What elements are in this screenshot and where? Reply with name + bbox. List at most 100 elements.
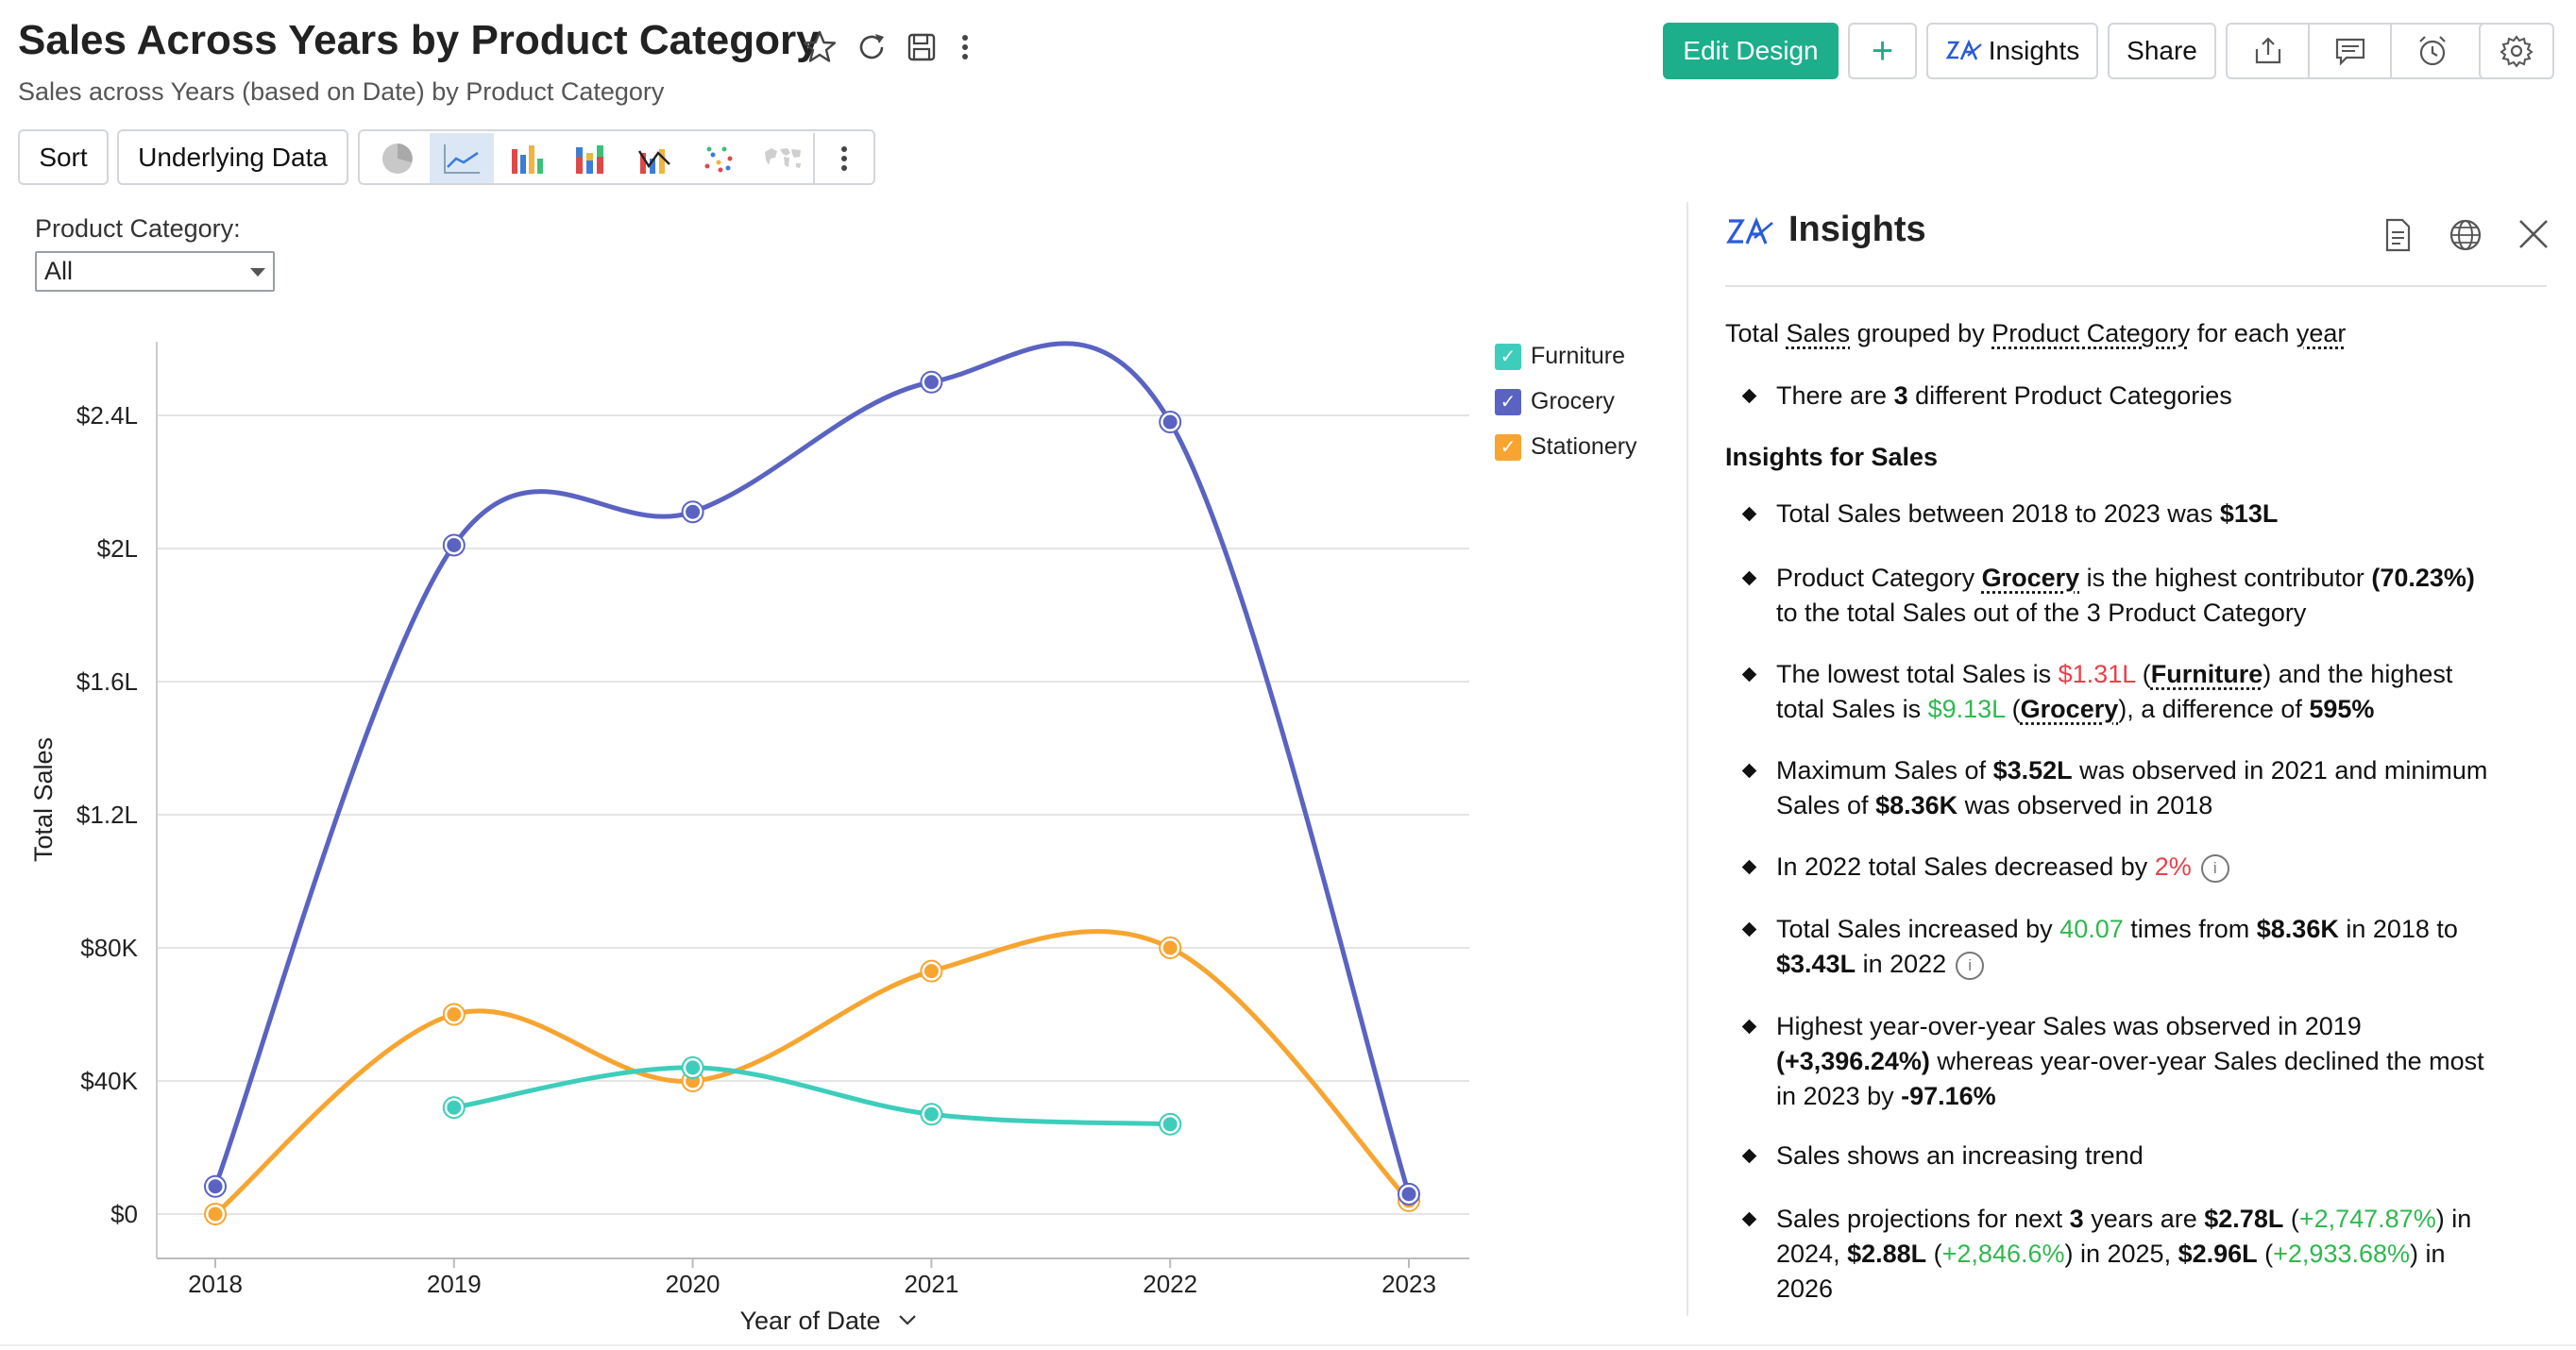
x-axis-chevron-down-icon[interactable] — [899, 1315, 916, 1325]
comment-button[interactable] — [2310, 25, 2392, 77]
checkbox-checked-icon: ✓ — [1495, 388, 1521, 415]
settings-button[interactable] — [2479, 23, 2554, 79]
scatter-chart-icon — [704, 146, 733, 172]
chart-type-line[interactable] — [430, 133, 494, 183]
insight-trend: Sales shows an increasing trend — [1776, 1141, 2144, 1170]
refresh-icon[interactable] — [853, 28, 890, 66]
y-tick-label: $1.6L — [76, 667, 138, 696]
data-point-ring — [442, 533, 466, 557]
data-point-grocery[interactable] — [1160, 412, 1180, 432]
x-tick-label: 2020 — [666, 1270, 720, 1298]
alarm-clock-icon — [2418, 36, 2446, 66]
info-icon[interactable]: i — [1956, 951, 1985, 980]
data-point-ring — [1159, 411, 1182, 434]
x-tick-label: 2019 — [427, 1270, 482, 1298]
product-category-select[interactable]: All — [35, 251, 275, 292]
more-vertical-icon — [841, 145, 847, 171]
edit-design-button[interactable]: Edit Design — [1663, 23, 1839, 79]
stacked-bar-chart-icon — [576, 144, 603, 174]
data-point-stationery[interactable] — [1160, 937, 1180, 958]
legend-item-grocery[interactable]: ✓ Grocery — [1495, 388, 1615, 415]
data-point-furniture[interactable] — [921, 1104, 941, 1124]
data-point-ring — [1159, 1112, 1182, 1136]
data-point-stationery[interactable] — [444, 1004, 465, 1024]
data-point-ring — [920, 370, 943, 394]
bullet-icon — [1741, 1211, 1757, 1227]
data-point-grocery[interactable] — [1398, 1184, 1419, 1205]
x-tick-label: 2023 — [1381, 1270, 1436, 1298]
share-button[interactable]: Share — [2108, 23, 2216, 79]
insights-logo-icon — [1726, 216, 1773, 245]
star-icon[interactable] — [801, 28, 839, 66]
series-line-grocery[interactable] — [212, 341, 1412, 1197]
chevron-down-icon — [250, 268, 265, 277]
bullet-icon — [1741, 1019, 1757, 1035]
data-point-furniture[interactable] — [1160, 1114, 1180, 1135]
bullet-icon — [1741, 667, 1757, 683]
insight-intro: Total Sales grouped by Product Category … — [1725, 319, 2347, 347]
y-axis-ticks: $0 $40K $80K $1.2L $1.6L $2L $2.4L — [76, 401, 139, 1228]
legend-item-stationery[interactable]: ✓ Stationery — [1495, 433, 1637, 461]
globe-icon[interactable] — [2448, 217, 2483, 253]
chart-type-pie[interactable] — [365, 133, 430, 183]
y-tick-label: $2.4L — [76, 401, 138, 430]
data-point-ring — [681, 1055, 704, 1079]
underlying-data-button[interactable]: Underlying Data — [117, 129, 348, 185]
y-tick-label: $2L — [97, 534, 138, 563]
data-point-stationery[interactable] — [205, 1204, 226, 1224]
chart-type-more[interactable] — [813, 133, 873, 183]
data-point-furniture[interactable] — [444, 1097, 465, 1118]
insights-section-heading: Insights for Sales — [1725, 443, 1939, 471]
document-icon[interactable] — [2381, 217, 2414, 253]
chart-type-stacked-bar[interactable] — [558, 133, 622, 183]
insights-header-divider — [1725, 285, 2547, 287]
data-point-ring — [204, 1203, 227, 1225]
panel-divider — [1686, 202, 1688, 1316]
y-tick-label: $80K — [80, 934, 138, 962]
checkbox-checked-icon: ✓ — [1495, 343, 1521, 370]
insight-max-min: Maximum Sales of $3.52L was observed in … — [1776, 756, 2488, 819]
legend-item-furniture[interactable]: ✓ Furniture — [1495, 343, 1625, 370]
pie-chart-icon — [382, 143, 413, 174]
data-point-ring — [442, 1096, 466, 1120]
page-bottom-border — [0, 1344, 2576, 1346]
data-point-ring — [920, 1103, 943, 1126]
chart-type-map[interactable] — [751, 133, 815, 183]
y-axis-label: Total Sales — [29, 737, 58, 862]
comment-icon — [2335, 38, 2364, 66]
x-axis-label: Year of Date — [739, 1307, 880, 1335]
data-point-ring — [920, 959, 943, 983]
x-tick-label: 2018 — [188, 1270, 243, 1298]
export-button[interactable] — [2228, 25, 2310, 77]
data-point-grocery[interactable] — [444, 534, 465, 555]
save-icon[interactable] — [903, 28, 941, 66]
x-tick-label: 2022 — [1143, 1270, 1197, 1298]
bullet-icon — [1741, 1148, 1757, 1164]
data-point-grocery[interactable] — [205, 1176, 226, 1197]
alarm-button[interactable] — [2392, 25, 2472, 77]
plus-icon: + — [1871, 29, 1894, 72]
data-point-stationery[interactable] — [921, 961, 941, 982]
chart-type-bar[interactable] — [494, 133, 558, 183]
bar-chart-icon — [512, 144, 543, 174]
more-options-icon[interactable] — [946, 28, 984, 66]
series-line-furniture[interactable] — [451, 1065, 1173, 1127]
insights-button[interactable]: Insights — [1926, 23, 2098, 79]
x-tick-label: 2021 — [904, 1270, 958, 1298]
chart-series — [204, 341, 1420, 1225]
data-point-grocery[interactable] — [683, 501, 703, 522]
y-tick-label: $0 — [110, 1200, 138, 1228]
x-axis-ticks: 2018 2019 2020 2021 2022 2023 — [188, 1258, 1436, 1298]
chart-type-combo[interactable] — [622, 133, 686, 183]
data-point-ring — [204, 1174, 227, 1198]
data-point-furniture[interactable] — [683, 1057, 703, 1078]
add-button[interactable]: + — [1848, 23, 1917, 79]
data-point-grocery[interactable] — [921, 372, 941, 393]
info-icon[interactable]: i — [2200, 853, 2229, 883]
sort-button[interactable]: Sort — [18, 129, 109, 185]
y-tick-label: $40K — [80, 1067, 138, 1095]
series-line-stationery[interactable] — [212, 929, 1412, 1217]
chart-type-scatter[interactable] — [686, 133, 751, 183]
close-icon[interactable] — [2517, 217, 2551, 251]
bullet-icon — [1741, 570, 1757, 586]
